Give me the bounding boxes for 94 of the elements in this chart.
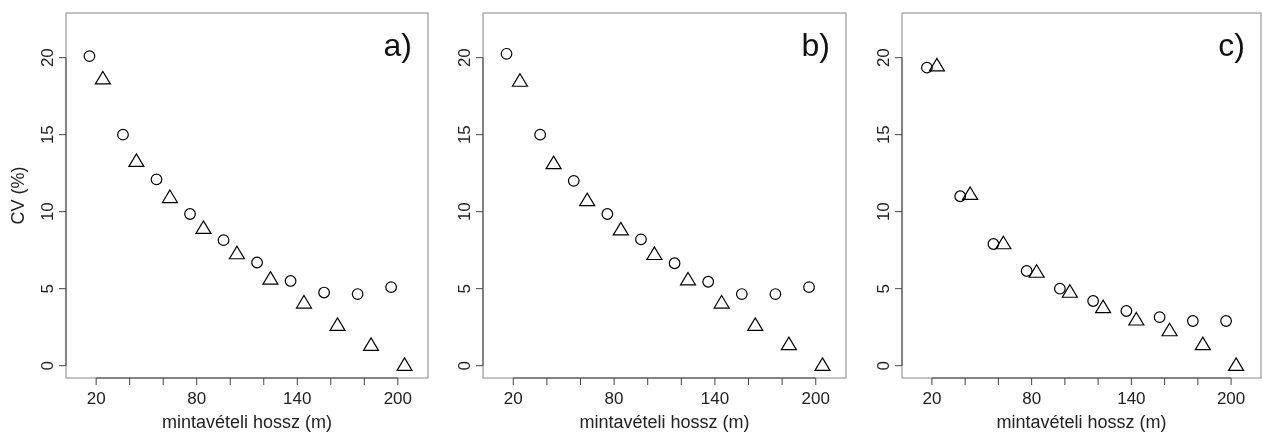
point <box>1220 315 1232 327</box>
point <box>928 57 945 72</box>
point <box>769 288 782 300</box>
point <box>1061 284 1078 298</box>
point <box>921 61 933 74</box>
y-axis-title: CV (%) <box>8 166 28 225</box>
point <box>362 337 380 351</box>
point <box>161 189 179 204</box>
point <box>1161 322 1178 337</box>
point <box>545 155 562 170</box>
x-tick-label: 200 <box>1216 389 1246 408</box>
point <box>251 256 263 269</box>
x-tick-label: 200 <box>801 389 830 408</box>
point <box>646 246 663 261</box>
y-tick-label: 20 <box>874 48 893 68</box>
x-axis-title: mintavételi hossz (m) <box>579 412 750 432</box>
point <box>962 186 979 201</box>
x-tick-label: 140 <box>700 389 730 408</box>
point <box>184 208 196 220</box>
point <box>217 234 230 247</box>
y-tick-label: 15 <box>38 125 57 145</box>
x-tick-label: 140 <box>283 389 312 408</box>
point <box>195 220 212 234</box>
point <box>780 336 797 351</box>
x-axis-title: mintavételi hossz (m) <box>996 412 1167 432</box>
point <box>228 245 246 260</box>
point <box>396 357 413 372</box>
y-tick-label: 0 <box>874 360 893 371</box>
x-tick-label: 80 <box>187 389 207 408</box>
y-tick-label: 10 <box>455 202 474 222</box>
point <box>1186 315 1199 327</box>
point <box>702 275 715 288</box>
point <box>351 288 364 300</box>
point <box>500 47 513 60</box>
point <box>747 317 764 331</box>
point <box>329 317 346 331</box>
point <box>1020 265 1033 277</box>
point <box>94 70 111 85</box>
point <box>117 128 129 141</box>
point <box>1227 357 1245 372</box>
x-tick-label: 80 <box>1022 389 1042 408</box>
point <box>150 173 163 186</box>
point <box>954 190 967 203</box>
point <box>1095 299 1112 314</box>
point <box>1128 311 1145 326</box>
point <box>284 275 297 287</box>
point <box>601 208 614 220</box>
point <box>1153 311 1166 324</box>
point <box>295 294 313 309</box>
x-tick-label: 20 <box>503 389 523 408</box>
annotation: c) <box>1218 27 1245 63</box>
point <box>1028 264 1045 278</box>
point <box>262 271 279 285</box>
point <box>713 294 730 309</box>
point <box>987 238 1000 250</box>
annotation: a) <box>383 27 412 63</box>
point <box>511 73 529 87</box>
point <box>1194 336 1211 351</box>
point <box>318 286 330 299</box>
point <box>668 257 681 270</box>
x-tick-label: 80 <box>604 389 624 408</box>
x-tick-label: 200 <box>383 389 413 408</box>
point <box>579 192 596 207</box>
y-tick-label: 20 <box>38 48 57 68</box>
point <box>83 50 96 63</box>
y-tick-label: 5 <box>38 283 57 294</box>
point <box>1120 305 1133 317</box>
point <box>567 174 580 187</box>
x-tick-label: 20 <box>922 389 942 408</box>
x-tick-label: 140 <box>1117 389 1146 408</box>
y-tick-label: 5 <box>874 283 893 294</box>
y-tick-label: 20 <box>455 48 474 68</box>
point <box>995 235 1012 250</box>
x-tick-label: 20 <box>86 389 106 408</box>
y-tick-label: 5 <box>455 283 474 294</box>
point <box>534 128 547 141</box>
point <box>612 221 629 236</box>
y-tick-label: 15 <box>455 125 474 145</box>
point <box>1087 295 1100 307</box>
y-tick-label: 0 <box>38 360 57 371</box>
y-tick-label: 10 <box>38 202 57 222</box>
point <box>385 281 398 294</box>
point <box>635 233 647 246</box>
point <box>735 288 748 300</box>
point <box>679 271 697 286</box>
annotation: b) <box>801 27 830 63</box>
point <box>803 281 815 294</box>
point <box>814 357 831 372</box>
point <box>1053 282 1066 295</box>
y-tick-label: 0 <box>455 360 474 371</box>
y-tick-label: 15 <box>874 125 893 145</box>
x-axis-title: mintavételi hossz (m) <box>161 412 333 432</box>
y-tick-label: 10 <box>874 202 893 222</box>
point <box>128 153 145 167</box>
